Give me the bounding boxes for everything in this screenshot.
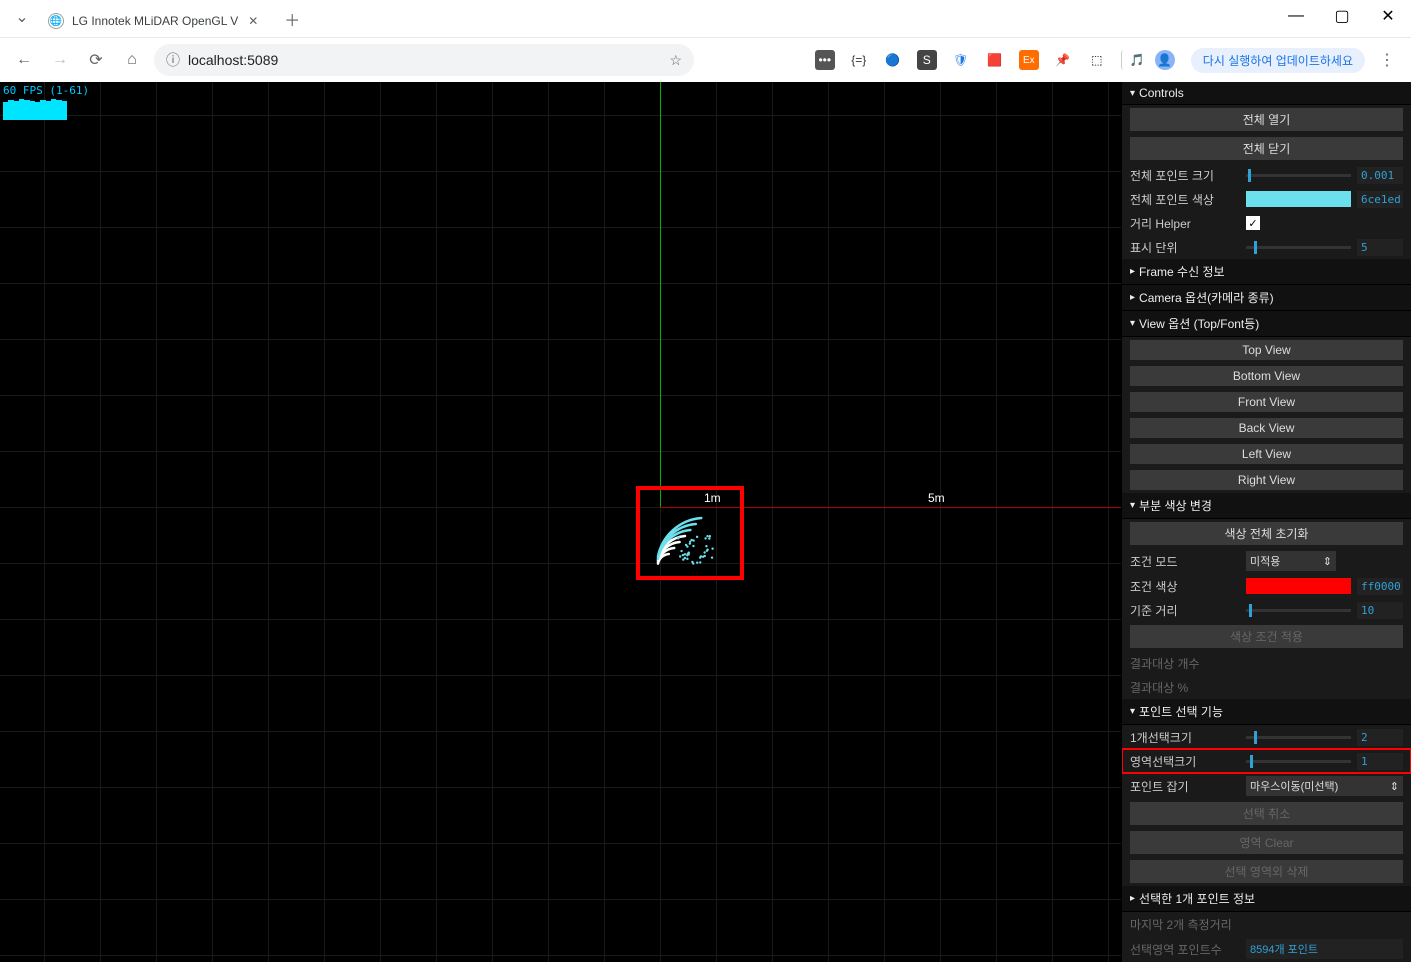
ext-icon[interactable]: Ex	[1019, 50, 1039, 70]
region-size-value[interactable]: 1	[1357, 753, 1403, 770]
top-view-button[interactable]: Top View	[1130, 340, 1403, 360]
control-panel: ▾Controls 전체 열기 전체 닫기 전체 포인트 크기 0.001 전체…	[1121, 82, 1411, 962]
grid	[0, 82, 1121, 962]
front-view-button[interactable]: Front View	[1130, 392, 1403, 412]
browser-tab[interactable]: 🌐 LG Innotek MLiDAR OpenGL V ✕	[38, 7, 270, 35]
ext-icon[interactable]: ⬚	[1087, 50, 1107, 70]
section-frame[interactable]: ▸Frame 수신 정보	[1122, 259, 1411, 285]
base-dist-label: 기준 거리	[1130, 602, 1240, 619]
region-size-slider[interactable]	[1246, 760, 1351, 763]
point-grab-label: 포인트 잡기	[1130, 778, 1240, 795]
region-size-row: 영역선택크기 1	[1122, 749, 1411, 773]
ext-icon[interactable]: 🔵	[883, 50, 903, 70]
cond-color-value[interactable]: ff0000	[1357, 578, 1403, 595]
right-view-button[interactable]: Right View	[1130, 470, 1403, 490]
browser-titlebar: ⌄ 🌐 LG Innotek MLiDAR OpenGL V ✕ ＋ — ▢ ✕	[0, 0, 1411, 38]
maximize-button[interactable]: ▢	[1319, 0, 1365, 32]
region-size-label: 영역선택크기	[1130, 753, 1240, 770]
region-count-value: 8594개 포인트	[1246, 939, 1403, 959]
region-clear-button[interactable]: 영역 Clear	[1130, 831, 1403, 854]
cond-color-swatch[interactable]	[1246, 578, 1351, 594]
reset-colors-button[interactable]: 색상 전체 초기화	[1130, 522, 1403, 545]
forward-button[interactable]: →	[46, 46, 74, 74]
point-color-label: 전체 포인트 색상	[1130, 191, 1240, 208]
close-button[interactable]: ✕	[1365, 0, 1411, 32]
last-dist-label: 마지막 2개 측정거리	[1130, 916, 1403, 933]
minimize-button[interactable]: —	[1273, 0, 1319, 32]
unit-label: 표시 단위	[1130, 239, 1240, 256]
region-count-label: 선택영역 포인트수	[1130, 941, 1240, 958]
section-view[interactable]: ▾View 옵션 (Top/Font등)	[1122, 311, 1411, 337]
bookmark-icon[interactable]: ☆	[669, 52, 682, 69]
dist-helper-label: 거리 Helper	[1130, 215, 1240, 232]
point-color-swatch[interactable]	[1246, 191, 1351, 207]
point-grab-select[interactable]: 마우스이동(미선택)⇕	[1246, 776, 1403, 796]
section-camera[interactable]: ▸Camera 옵션(카메라 종류)	[1122, 285, 1411, 311]
cond-mode-select[interactable]: 미적용⇕	[1246, 551, 1336, 571]
ext-icon[interactable]: 📌	[1053, 50, 1073, 70]
ext-icon[interactable]: {=}	[849, 50, 869, 70]
section-partial-color[interactable]: ▾부분 색상 변경	[1122, 493, 1411, 519]
window-controls: — ▢ ✕	[1273, 0, 1411, 32]
browser-toolbar: ← → ⟳ ⌂ ⓘ localhost:5089 ☆ ••• {=} 🔵 S 🛡…	[0, 38, 1411, 82]
point-size-slider[interactable]	[1246, 174, 1351, 177]
ext-icon[interactable]: 🟥	[985, 50, 1005, 70]
fps-label: 60 FPS (1-61)	[3, 84, 89, 97]
apply-cond-button[interactable]: 색상 조건 적용	[1130, 625, 1403, 648]
result-count-label: 결과대상 개수	[1130, 655, 1240, 672]
fps-bars	[3, 98, 67, 120]
back-button[interactable]: ←	[10, 46, 38, 74]
delete-outside-button[interactable]: 선택 영역외 삭제	[1130, 860, 1403, 883]
result-pct-label: 결과대상 %	[1130, 679, 1240, 696]
point-color-value[interactable]: 6ce1ed	[1357, 191, 1403, 208]
home-button[interactable]: ⌂	[118, 46, 146, 74]
section-controls[interactable]: ▾Controls	[1122, 82, 1411, 105]
dist-helper-checkbox[interactable]: ✓	[1246, 216, 1260, 230]
single-size-value[interactable]: 2	[1357, 729, 1403, 746]
bottom-view-button[interactable]: Bottom View	[1130, 366, 1403, 386]
single-size-slider[interactable]	[1246, 736, 1351, 739]
unit-slider[interactable]	[1246, 246, 1351, 249]
avatar-icon[interactable]: 👤	[1155, 50, 1175, 70]
tab-title: LG Innotek MLiDAR OpenGL V	[72, 14, 238, 28]
point-size-label: 전체 포인트 크기	[1130, 167, 1240, 184]
site-info-icon[interactable]: ⓘ	[166, 50, 180, 70]
distance-label-5m: 5m	[928, 491, 945, 505]
lidar-viewport[interactable]: 60 FPS (1-61) 1m 5m 10m	[0, 82, 1121, 962]
menu-button[interactable]: ⋮	[1373, 46, 1401, 74]
ext-icon[interactable]: S	[917, 50, 937, 70]
section-point-select[interactable]: ▾포인트 선택 기능	[1122, 699, 1411, 725]
ext-icon[interactable]: •••	[815, 50, 835, 70]
base-dist-slider[interactable]	[1246, 609, 1351, 612]
open-all-button[interactable]: 전체 열기	[1130, 108, 1403, 131]
section-selected-info[interactable]: ▸선택한 1개 포인트 정보	[1122, 886, 1411, 912]
point-size-value[interactable]: 0.001	[1357, 167, 1403, 184]
reload-button[interactable]: ⟳	[82, 46, 110, 74]
back-view-button[interactable]: Back View	[1130, 418, 1403, 438]
single-size-label: 1개선택크기	[1130, 729, 1240, 746]
cond-color-label: 조건 색상	[1130, 578, 1240, 595]
update-chip[interactable]: 다시 실행하여 업데이트하세요	[1191, 48, 1365, 73]
unit-value[interactable]: 5	[1357, 239, 1403, 256]
url-text: localhost:5089	[188, 52, 278, 68]
ext-icon[interactable]: 🛡	[951, 50, 971, 70]
base-dist-value[interactable]: 10	[1357, 602, 1403, 619]
globe-icon: 🌐	[48, 13, 64, 29]
cond-mode-label: 조건 모드	[1130, 553, 1240, 570]
ext-icon[interactable]: 🎵	[1121, 50, 1141, 70]
close-icon[interactable]: ✕	[246, 14, 260, 28]
point-cloud	[648, 496, 728, 576]
address-bar[interactable]: ⓘ localhost:5089 ☆	[154, 44, 694, 76]
tab-search-icon[interactable]: ⌄	[14, 9, 30, 25]
close-all-button[interactable]: 전체 닫기	[1130, 137, 1403, 160]
app-container: 60 FPS (1-61) 1m 5m 10m ▾Controls 전체 열기 …	[0, 82, 1411, 962]
left-view-button[interactable]: Left View	[1130, 444, 1403, 464]
cancel-select-button[interactable]: 선택 취소	[1130, 802, 1403, 825]
axis-y	[660, 82, 661, 507]
new-tab-button[interactable]: ＋	[278, 5, 306, 33]
selection-box[interactable]	[636, 486, 744, 580]
extension-icons: ••• {=} 🔵 S 🛡 🟥 Ex 📌 ⬚ 🎵 👤	[815, 50, 1175, 70]
